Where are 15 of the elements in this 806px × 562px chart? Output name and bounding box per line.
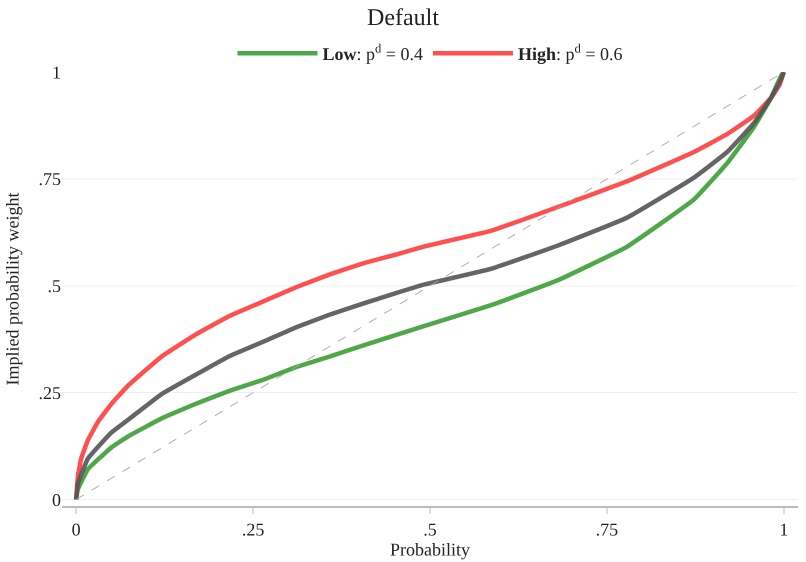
x-tick-label: 0 — [72, 520, 81, 540]
x-axis-title: Probability — [390, 540, 470, 560]
y-tick-label: 0 — [52, 490, 61, 510]
legend-label: Low: p$^{d}$ = 0.4 — [322, 42, 423, 64]
y-tick-label: 1 — [52, 62, 61, 82]
y-tick-label: .75 — [38, 169, 61, 190]
legend-label: High: p$^{d}$ = 0.6 — [518, 42, 622, 64]
x-tick-label: .25 — [242, 520, 264, 540]
y-tick-label: .25 — [38, 382, 61, 403]
x-tick-label: 1 — [779, 520, 788, 540]
x-tick-label: .5 — [423, 520, 437, 540]
x-tick-label: .75 — [596, 520, 618, 540]
y-tick-label: .5 — [48, 276, 61, 296]
chart-title: Default — [367, 5, 440, 32]
y-axis-title: Implied probability weight — [2, 192, 23, 386]
